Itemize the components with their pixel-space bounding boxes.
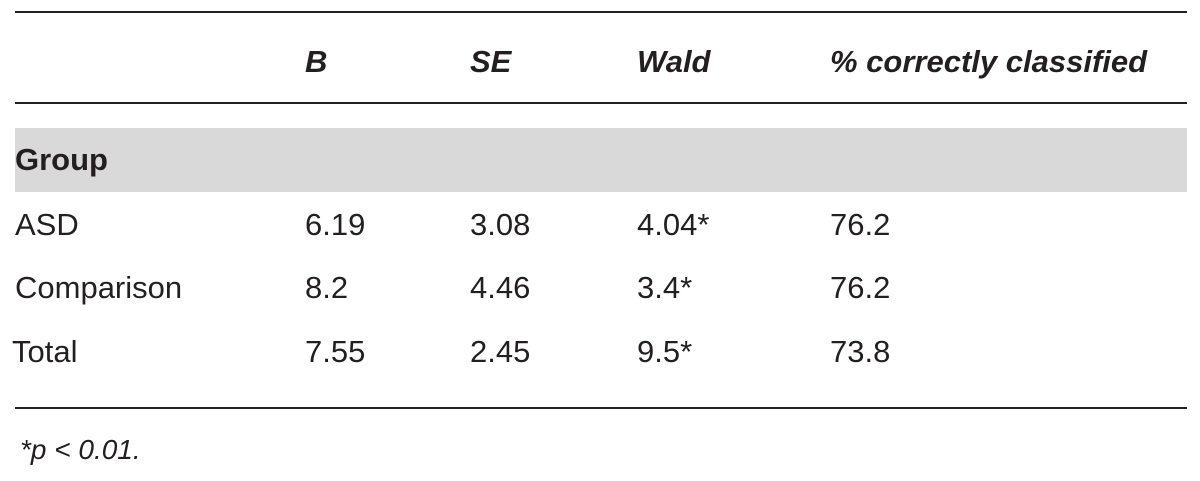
header-rule — [15, 102, 1187, 104]
column-header: % correctly classified — [830, 44, 1148, 79]
table-cell: 3.4* — [637, 270, 693, 305]
table-cell: 76.2 — [830, 270, 891, 305]
footnote: *p < 0.01. — [20, 434, 141, 465]
table-cell: 9.5* — [637, 334, 693, 369]
table-cell: 7.55 — [305, 334, 366, 369]
table-cell: 4.46 — [470, 270, 531, 305]
top-rule — [15, 11, 1187, 13]
table-cell: 4.04* — [637, 207, 710, 242]
table-cell: 2.45 — [470, 334, 531, 369]
column-header: B — [305, 44, 328, 79]
bottom-rule — [15, 407, 1187, 409]
group-label: Group — [15, 142, 108, 177]
table-cell: 3.08 — [470, 207, 531, 242]
group-band — [15, 128, 1187, 192]
table-cell: 6.19 — [305, 207, 366, 242]
row-label: ASD — [15, 207, 79, 242]
column-header: SE — [470, 44, 512, 79]
table-cell: 76.2 — [830, 207, 891, 242]
table-cell: 73.8 — [830, 334, 891, 369]
table-cell: 8.2 — [305, 270, 349, 305]
row-label: Total — [12, 334, 78, 369]
row-label: Comparison — [15, 270, 183, 305]
column-header: Wald — [637, 44, 711, 79]
